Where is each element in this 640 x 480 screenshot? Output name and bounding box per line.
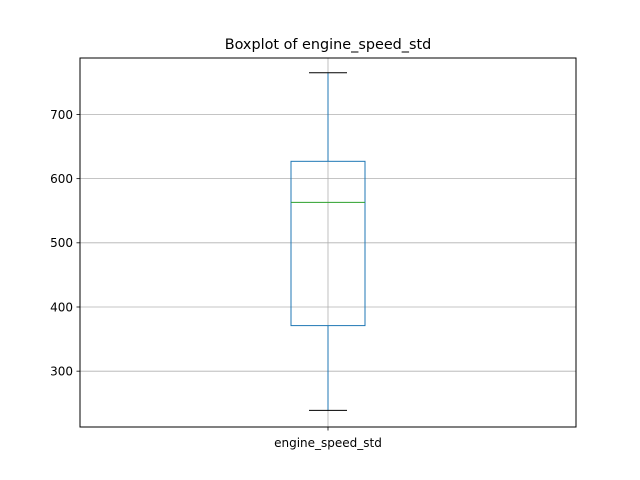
y-tick-label: 500 [50,236,73,250]
iqr-box [290,160,366,327]
y-tick-label: 300 [50,364,73,378]
chart-title: Boxplot of engine_speed_std [225,37,432,53]
boxplot-elements [290,72,366,411]
plot-area-frame [79,57,577,428]
y-tick-label: 400 [50,300,73,314]
x-axis: engine_speed_std [274,427,382,450]
x-tick-label: engine_speed_std [274,436,382,450]
y-axis: 300 400 500 600 700 [50,108,80,378]
y-tick-label: 700 [50,108,73,122]
y-tick-label: 600 [50,172,73,186]
